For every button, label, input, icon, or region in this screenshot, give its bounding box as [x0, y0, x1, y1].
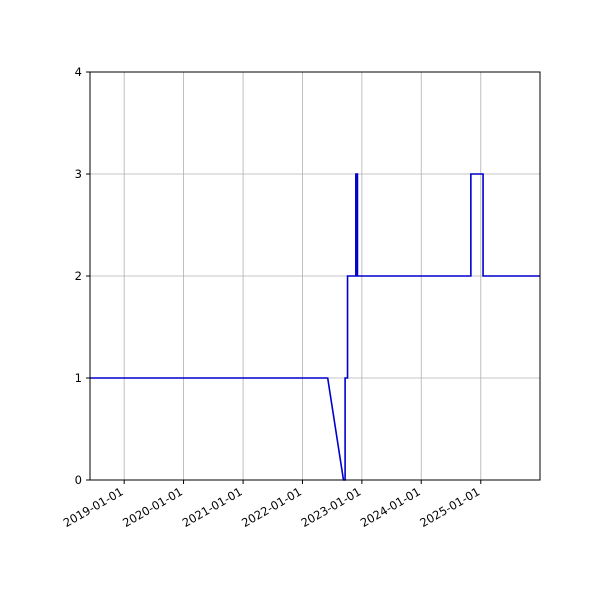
x-tick-label: 2025-01-01 — [417, 484, 482, 530]
x-tick-label: 2019-01-01 — [61, 484, 126, 530]
series-layer — [90, 173, 540, 481]
x-tick-label: 2022-01-01 — [239, 484, 304, 530]
x-tick-label: 2021-01-01 — [180, 484, 245, 530]
y-tick-label: 2 — [75, 269, 82, 283]
y-tick-label: 1 — [75, 371, 82, 385]
x-tick-label: 2023-01-01 — [298, 484, 363, 530]
y-tick-label: 3 — [75, 167, 82, 181]
series-line — [90, 173, 540, 481]
grid-lines — [90, 71, 540, 481]
y-tick-label: 0 — [75, 473, 82, 487]
x-tick-label: 2024-01-01 — [358, 484, 423, 530]
y-tick-label: 4 — [75, 65, 82, 79]
x-tick-label: 2020-01-01 — [120, 484, 185, 530]
